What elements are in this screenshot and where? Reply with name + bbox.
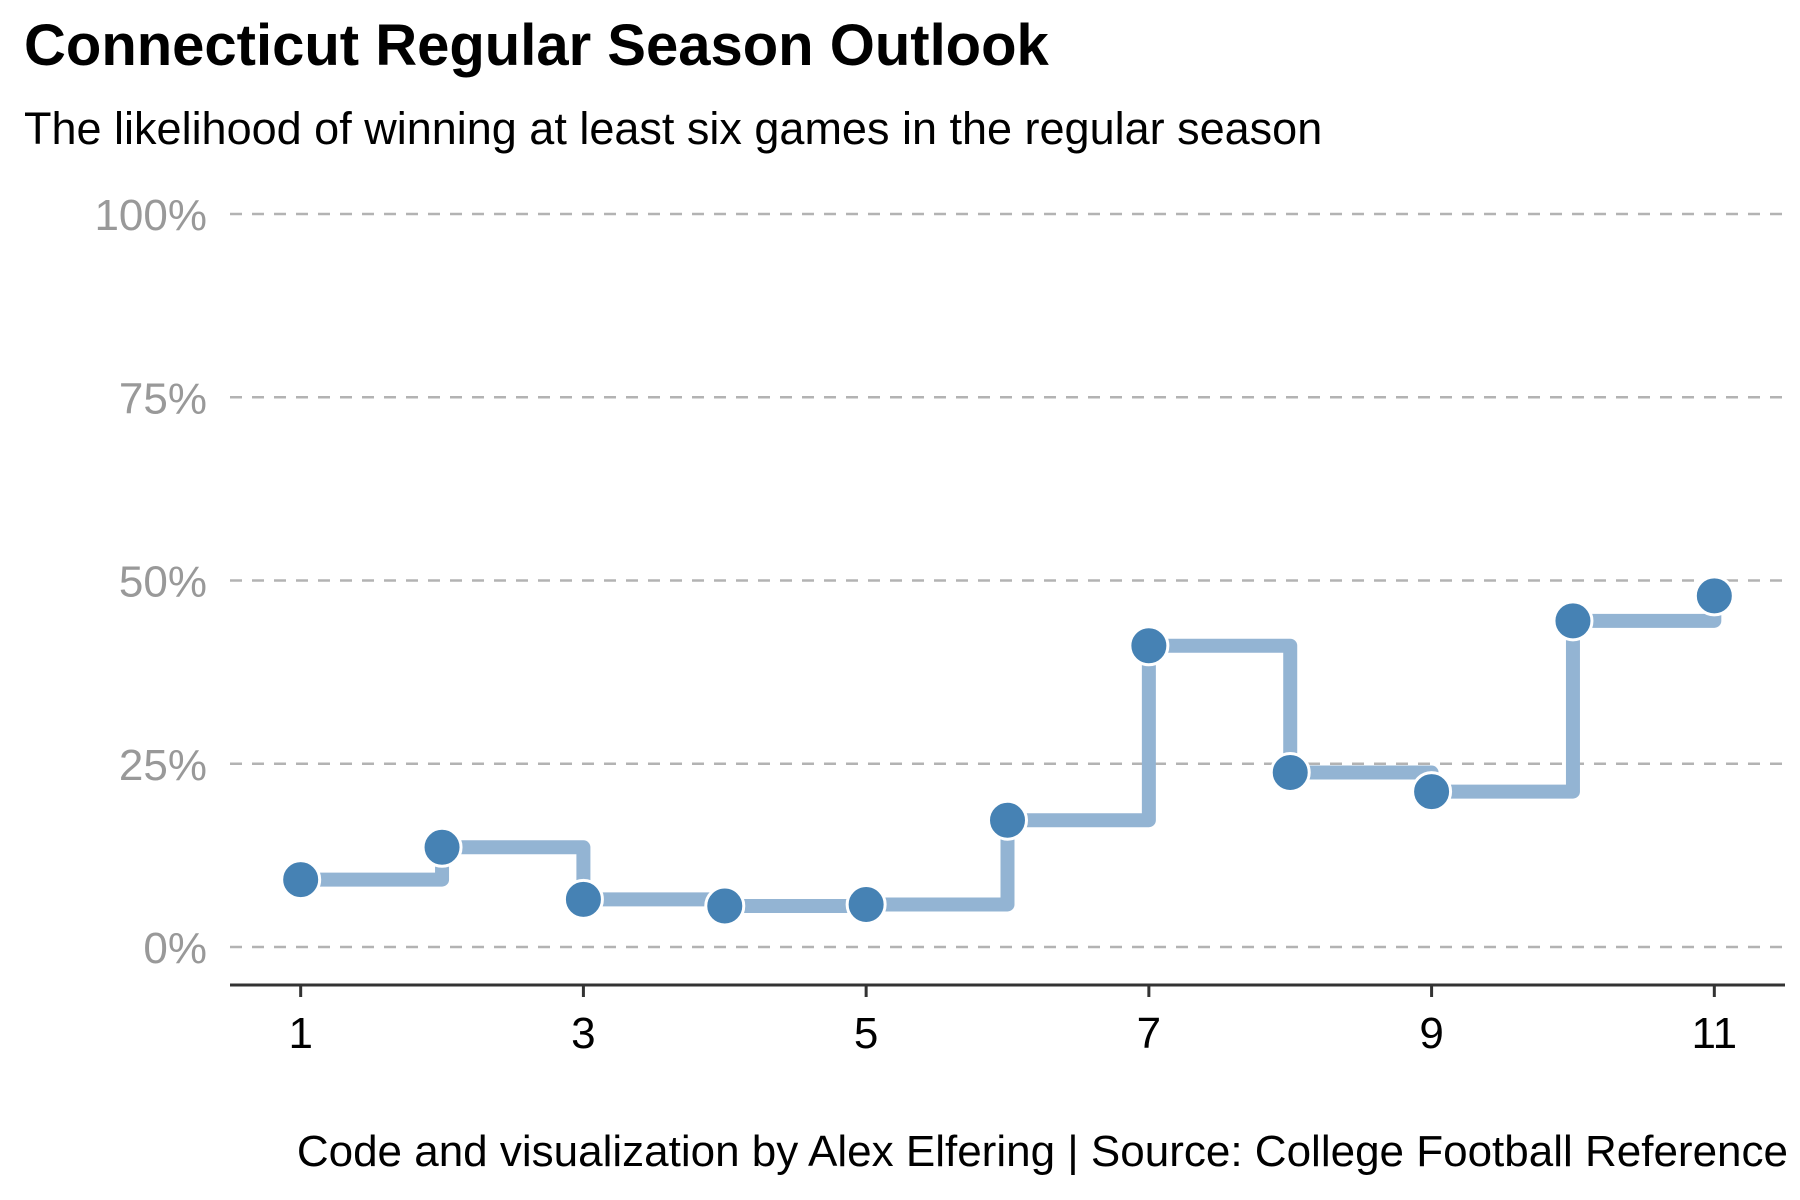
y-axis-ticks: 0% 25% 50% 75% 100% (94, 191, 207, 973)
y-tick-label: 25% (119, 741, 207, 790)
data-point (1693, 575, 1735, 617)
step-line-path (293, 588, 1722, 913)
data-point (704, 885, 746, 927)
data-point (1128, 625, 1170, 667)
data-point (280, 859, 322, 901)
y-tick-label: 0% (143, 924, 207, 973)
data-point (845, 883, 887, 925)
x-axis-ticks: 1 3 5 7 9 11 (288, 985, 1737, 1058)
x-tick-label: 11 (1691, 1009, 1737, 1058)
data-point (1552, 600, 1594, 642)
y-tick-label: 100% (94, 191, 207, 240)
data-point (562, 878, 604, 920)
chart-title: Connecticut Regular Season Outlook (24, 13, 1049, 78)
x-tick-label: 1 (288, 1009, 312, 1058)
chart-caption: Code and visualization by Alex Elfering … (296, 1127, 1788, 1176)
x-tick-label: 7 (1137, 1009, 1161, 1058)
chart-subtitle: The likelihood of winning at least six g… (24, 103, 1323, 154)
data-points (280, 575, 1735, 927)
gridlines (230, 212, 1785, 949)
y-tick-label: 75% (119, 374, 207, 423)
data-point (987, 799, 1028, 841)
x-tick-label: 5 (854, 1009, 878, 1058)
step-line (293, 588, 1722, 913)
y-tick-label: 50% (119, 558, 207, 607)
data-point (1411, 771, 1453, 813)
data-point (1269, 752, 1311, 794)
data-point (421, 826, 463, 868)
x-tick-label: 9 (1419, 1009, 1443, 1058)
x-tick-label: 3 (571, 1009, 595, 1058)
